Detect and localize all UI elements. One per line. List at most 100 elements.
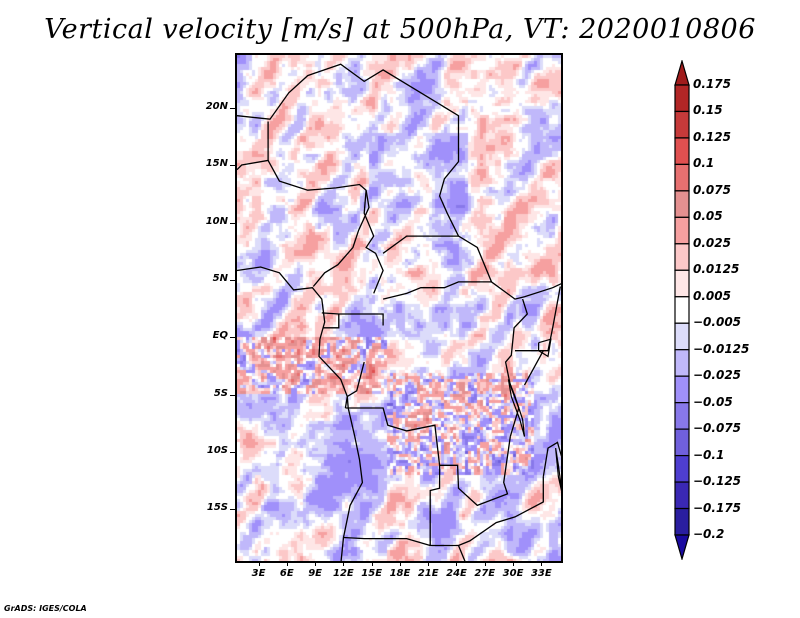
x-tick-label: 18E	[389, 568, 411, 579]
colorbar-tick-label: −0.125	[693, 474, 742, 489]
colorbar-tick-label: 0.075	[693, 182, 731, 197]
country-border	[382, 281, 492, 300]
y-tick-label: EQ	[212, 330, 228, 342]
colorbar-box	[674, 269, 690, 298]
colorbar	[674, 60, 690, 560]
y-tick-label: 5S	[213, 387, 228, 399]
colorbar-box	[674, 454, 690, 483]
x-tick-label: 24E	[446, 568, 467, 579]
map-plot-area	[235, 53, 563, 563]
country-border	[267, 160, 367, 191]
colorbar-tick-label: −0.1	[693, 447, 725, 462]
x-tick-label: 6E	[279, 568, 294, 579]
colorbar-box	[674, 375, 690, 404]
x-tick-label: 9E	[308, 568, 322, 579]
colorbar-tick-label: −0.005	[693, 315, 742, 330]
country-border	[322, 314, 340, 329]
colorbar-tick-label: −0.0125	[693, 341, 750, 356]
colorbar-extend-min	[674, 534, 690, 560]
y-tick-mark	[230, 108, 235, 109]
colorbar-tick-label: −0.05	[693, 394, 733, 409]
country-border	[515, 286, 561, 352]
colorbar-tick-label: −0.2	[693, 527, 725, 541]
colorbar-tick-label: −0.175	[693, 500, 742, 515]
chart-title: Vertical velocity [m/s] at 500hPa, VT: 2…	[44, 14, 756, 45]
y-tick-mark	[230, 223, 235, 224]
country-border	[237, 63, 561, 300]
colorbar-tick-label: −0.075	[693, 421, 742, 436]
x-tick-mark	[259, 561, 260, 566]
colorbar-box	[674, 322, 690, 351]
colorbar-tick-label: 0.1	[693, 156, 715, 171]
lake-outline	[538, 338, 552, 358]
colorbar-tick-label: 0.15	[693, 103, 723, 118]
country-border	[542, 441, 561, 477]
y-tick-label: 10S	[206, 444, 228, 456]
country-border	[363, 190, 384, 294]
colorbar-box	[674, 481, 690, 510]
x-tick-mark	[315, 561, 316, 566]
y-tick-mark	[230, 509, 235, 510]
x-tick-mark	[428, 561, 429, 566]
colorbar-tick-label: 0.125	[693, 129, 731, 144]
colorbar-box	[674, 110, 690, 139]
x-tick-mark	[541, 561, 542, 566]
y-tick-label: 10N	[205, 215, 228, 227]
country-border	[345, 407, 511, 507]
colorbar-tick-label: 0.05	[693, 209, 723, 224]
grads-credit: GrADS: IGES/COLA	[4, 604, 87, 613]
country-border	[312, 190, 370, 287]
country-border	[344, 361, 365, 409]
x-tick-label: 21E	[417, 568, 439, 579]
y-tick-mark	[230, 395, 235, 396]
colorbar-box	[674, 402, 690, 430]
coastline	[237, 266, 364, 561]
x-tick-mark	[372, 561, 373, 566]
colorbar-box	[674, 137, 690, 166]
x-tick-label: 27E	[474, 568, 496, 579]
x-tick-label: 33E	[530, 568, 552, 579]
y-tick-label: 15S	[206, 502, 228, 514]
country-border	[457, 545, 466, 561]
y-tick-mark	[230, 165, 235, 166]
colorbar-box	[674, 296, 690, 324]
x-tick-mark	[400, 561, 401, 566]
country-borders	[237, 63, 561, 561]
colorbar-tick-label: 0.025	[693, 235, 731, 250]
x-tick-mark	[287, 561, 288, 566]
country-border	[321, 312, 384, 326]
colorbar-tick-label: 0.0125	[693, 262, 740, 277]
colorbar-box	[674, 349, 690, 377]
country-border	[343, 536, 431, 547]
y-tick-mark	[230, 337, 235, 338]
x-tick-mark	[343, 561, 344, 566]
y-tick-mark	[230, 452, 235, 453]
x-tick-mark	[456, 561, 457, 566]
y-tick-label: 20N	[205, 101, 228, 112]
lake-outline	[555, 448, 561, 492]
x-tick-label: 3E	[251, 568, 266, 579]
colorbar-extend-max	[674, 60, 690, 86]
colorbar-box	[674, 428, 690, 457]
x-tick-mark	[513, 561, 514, 566]
colorbar-box	[674, 163, 690, 192]
colorbar-box	[674, 84, 690, 113]
country-border	[237, 121, 269, 171]
x-tick-mark	[485, 561, 486, 566]
x-tick-label: 30E	[502, 568, 524, 579]
x-tick-label: 15E	[361, 568, 383, 579]
country-border	[523, 350, 544, 386]
y-tick-label: 15N	[205, 158, 228, 170]
colorbar-box	[674, 243, 690, 271]
colorbar-tick-label: −0.025	[693, 368, 742, 383]
colorbar-box	[674, 216, 690, 245]
y-tick-label: 5N	[212, 272, 228, 284]
colorbar-box	[674, 507, 690, 536]
x-tick-label: 12E	[333, 568, 354, 579]
y-tick-mark	[230, 280, 235, 281]
lake-outline	[507, 379, 526, 437]
colorbar-box	[674, 190, 690, 218]
country-border	[429, 465, 544, 547]
colorbar-tick-label: 0.175	[693, 77, 731, 91]
country-border	[504, 298, 529, 437]
